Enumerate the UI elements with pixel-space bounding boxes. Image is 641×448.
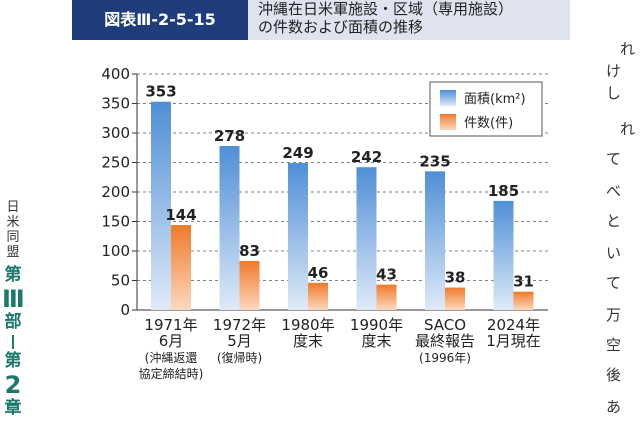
- side-label: 日 米 同 盟 第 Ⅲ 部 第 2 章: [2, 200, 25, 418]
- side-chapter-number: 2: [4, 371, 22, 399]
- legend-label-area: 面積(km²): [464, 92, 526, 107]
- area-bar: [288, 163, 308, 310]
- count-bar: [171, 225, 191, 310]
- body-text-fragment: い: [606, 244, 622, 262]
- side-char: 同: [6, 230, 20, 245]
- count-bar: [445, 287, 465, 310]
- area-bar: [493, 200, 514, 310]
- side-char: 米: [6, 215, 20, 230]
- area-bar: [151, 101, 171, 310]
- x-category-label: 度末: [293, 332, 323, 350]
- side-char: 日: [6, 200, 20, 215]
- x-category-label: (復帰時): [217, 350, 262, 365]
- y-tick-label: 50: [111, 272, 130, 290]
- side-part-suffix: 部: [4, 312, 22, 332]
- area-data-label: 249: [282, 144, 313, 162]
- y-tick-label: 0: [120, 301, 130, 319]
- x-category-label: 1980年: [281, 316, 334, 334]
- side-part-prefix: 第: [4, 265, 22, 285]
- side-char: 盟: [6, 245, 20, 260]
- body-text-fragment: て: [606, 274, 622, 292]
- x-category-label: 5月: [227, 332, 252, 350]
- body-text-fragment: て: [606, 150, 622, 168]
- legend-swatch-count: [440, 114, 456, 130]
- count-bar: [376, 284, 397, 310]
- figure-title: 沖縄在日米軍施設・区域（専用施設） の件数および面積の推移: [258, 0, 513, 36]
- area-bar: [219, 145, 240, 310]
- body-text-fragment: れ: [620, 120, 636, 138]
- x-category-label: (1996年): [419, 351, 471, 365]
- x-category-label: 最終報告: [415, 332, 475, 350]
- y-tick-label: 400: [101, 65, 130, 83]
- y-tick-label: 250: [101, 154, 130, 172]
- body-text-fragment: あ: [606, 398, 622, 416]
- x-category-label: 1月現在: [486, 332, 541, 350]
- count-data-label: 83: [239, 242, 260, 260]
- x-category-label: 1990年: [350, 316, 403, 334]
- side-label-section: 日 米 同 盟: [2, 200, 24, 260]
- body-text-fragment: 後: [606, 366, 622, 384]
- area-data-label: 185: [488, 182, 519, 200]
- body-text-fragment: 空: [606, 336, 622, 354]
- figure-title-line2: の件数および面積の推移: [258, 18, 424, 36]
- y-tick-label: 350: [101, 95, 130, 113]
- x-category-label: 6月: [159, 332, 184, 350]
- area-data-label: 235: [419, 152, 450, 170]
- body-text-fragment: し: [606, 84, 622, 102]
- count-bar: [513, 291, 534, 310]
- y-tick-label: 200: [101, 183, 130, 201]
- count-data-label: 144: [165, 206, 196, 224]
- body-text-fragment: 万: [606, 306, 622, 324]
- y-tick-label: 100: [101, 242, 130, 260]
- count-data-label: 43: [376, 266, 397, 284]
- y-tick-label: 300: [101, 124, 130, 142]
- side-chapter-prefix: 第: [4, 351, 22, 371]
- side-part-number: Ⅲ: [2, 285, 25, 313]
- area-data-label: 242: [351, 148, 382, 166]
- area-data-label: 278: [214, 127, 245, 145]
- x-category-label: SACO: [424, 316, 466, 334]
- area-bar: [425, 171, 445, 310]
- figure-label: 図表Ⅲ-2-5-15: [72, 0, 248, 40]
- count-bar: [239, 261, 260, 310]
- body-text-fragment: れ: [620, 40, 636, 58]
- body-text-fragment: べ: [606, 182, 622, 200]
- side-chapter-suffix: 章: [4, 398, 22, 418]
- y-tick-label: 150: [101, 213, 130, 231]
- x-category-label: 1972年: [213, 316, 266, 334]
- count-data-label: 38: [445, 269, 466, 287]
- count-bar: [308, 282, 328, 310]
- x-category-label: (沖縄返還: [145, 350, 198, 365]
- figure-title-line1: 沖縄在日米軍施設・区域（専用施設）: [258, 0, 514, 18]
- side-divider: [12, 335, 14, 349]
- area-data-label: 353: [145, 83, 176, 101]
- body-text-fragment: け: [606, 62, 622, 80]
- x-category-label: 協定締結時): [139, 366, 204, 381]
- legend-swatch-area: [440, 90, 456, 106]
- area-bar: [356, 167, 377, 310]
- count-data-label: 31: [513, 273, 534, 291]
- x-category-label: 1971年: [144, 316, 197, 334]
- x-category-label: 度末: [361, 332, 391, 350]
- x-category-label: 2024年: [487, 316, 540, 334]
- body-text-fragment: と: [606, 212, 622, 230]
- count-data-label: 46: [308, 264, 329, 282]
- legend-label-count: 件数(件): [464, 116, 513, 131]
